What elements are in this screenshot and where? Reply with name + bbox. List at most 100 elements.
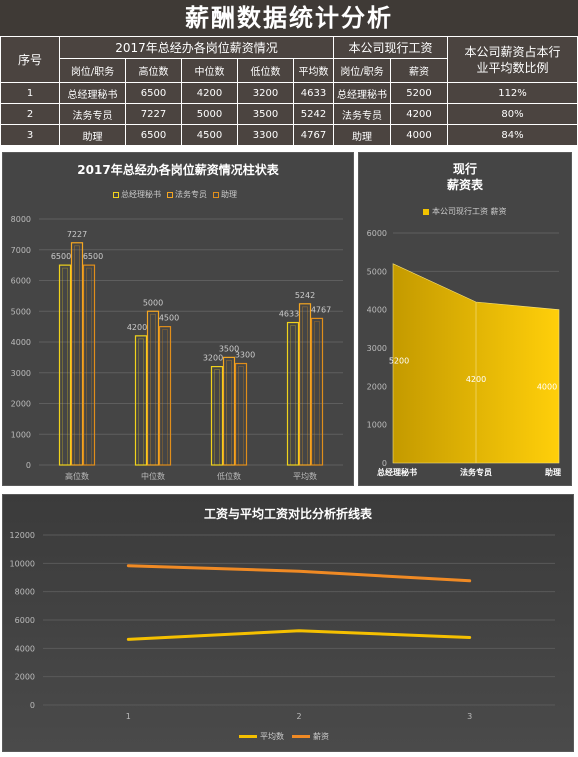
table-row: 2 法务专员 7227 5000 3500 5242 法务专员 4200 80%: [0, 103, 578, 125]
cell[interactable]: 3500: [237, 103, 294, 125]
cell[interactable]: 法务专员: [59, 103, 126, 125]
area-title-line: 薪资表: [446, 178, 483, 192]
cell[interactable]: 3200: [237, 82, 294, 104]
y-tick-label: 2000: [367, 382, 387, 391]
cell[interactable]: 6500: [125, 82, 182, 104]
cell[interactable]: 4200: [181, 82, 238, 104]
data-label: 5200: [389, 357, 409, 366]
col-header[interactable]: 薪资: [390, 58, 448, 83]
cell[interactable]: 总经理秘书: [59, 82, 126, 104]
bar-inner: [74, 245, 80, 466]
bar: [58, 264, 72, 466]
cell[interactable]: 5000: [181, 103, 238, 125]
line-chart-title: 工资与平均工资对比分析折线表: [203, 507, 372, 521]
cell[interactable]: 80%: [447, 103, 578, 125]
y-tick-label: 4000: [367, 306, 387, 315]
group2-header[interactable]: 本公司现行工资: [333, 36, 448, 59]
bar: [82, 264, 96, 466]
cell[interactable]: 84%: [447, 124, 578, 146]
col-header[interactable]: 低位数: [237, 58, 294, 83]
col-header[interactable]: 平均数: [293, 58, 334, 83]
cell[interactable]: 3: [0, 124, 60, 146]
bar-inner: [86, 267, 92, 466]
line-chart-panel[interactable]: 工资与平均工资对比分析折线表 平均数 薪资 0 2000 4000 6000 8000 10…: [2, 494, 574, 752]
y-tick-label: 1000: [367, 421, 387, 430]
y-tick-label: 0: [30, 701, 35, 710]
legend-label: 助理: [221, 190, 237, 199]
col-header[interactable]: 高位数: [125, 58, 182, 83]
cell[interactable]: 法务专员: [333, 103, 391, 125]
bar-chart-panel[interactable]: 2017年总经办各岗位薪资情况柱状表 总经理秘书 法务专员 助理 0 1000 2000…: [2, 152, 354, 486]
y-tick-label: 2000: [11, 400, 31, 409]
bar-inner: [214, 369, 220, 466]
ratio-header[interactable]: 本公司薪资占本行业平均数比例: [447, 36, 578, 83]
bar: [310, 317, 324, 466]
x-tick-label: 助理: [545, 467, 561, 477]
x-tick-label: 高位数: [65, 471, 89, 481]
legend-swatch: [239, 735, 257, 738]
data-label: 4200: [466, 375, 486, 384]
col-header[interactable]: 岗位/职务: [333, 58, 391, 83]
legend-label: 总经理秘书: [121, 190, 161, 199]
legend-label: 薪资: [313, 732, 329, 741]
area-title-line: 现行: [452, 162, 477, 176]
data-label: 4633: [279, 310, 299, 319]
seq-header[interactable]: 序号: [0, 36, 60, 83]
y-tick-label: 6000: [367, 229, 387, 238]
legend-label: 平均数: [260, 732, 284, 741]
cell[interactable]: 6500: [125, 124, 182, 146]
data-label: 3300: [235, 351, 255, 360]
y-tick-label: 5000: [367, 267, 387, 276]
bar-inner: [150, 313, 156, 466]
cell[interactable]: 4633: [293, 82, 334, 104]
group1-header[interactable]: 2017年总经办各岗位薪资情况: [59, 36, 334, 59]
bar-inner: [290, 325, 296, 466]
cell[interactable]: 2: [0, 103, 60, 125]
y-tick-label: 0: [382, 459, 387, 468]
data-label: 6500: [51, 252, 71, 261]
y-tick-label: 5000: [11, 307, 31, 316]
y-tick-label: 6000: [11, 277, 31, 286]
legend-label: 法务专员: [175, 190, 207, 199]
cell[interactable]: 5200: [390, 82, 448, 104]
page-title: 薪酬数据统计分析: [0, 0, 578, 36]
cell[interactable]: 4000: [390, 124, 448, 146]
data-label: 4200: [127, 323, 147, 332]
x-tick-label: 总经理秘书: [377, 467, 417, 477]
table-row: 1 总经理秘书 6500 4200 3200 4633 总经理秘书 5200 1…: [0, 82, 578, 104]
cell[interactable]: 助理: [59, 124, 126, 146]
bar: [234, 362, 248, 466]
legend-swatch: [167, 191, 173, 198]
y-tick-label: 4000: [11, 338, 31, 347]
cell[interactable]: 4500: [181, 124, 238, 146]
x-tick-label: 1: [126, 712, 131, 721]
cell[interactable]: 5242: [293, 103, 334, 125]
legend-swatch: [213, 191, 219, 198]
cell[interactable]: 1: [0, 82, 60, 104]
bar: [210, 366, 224, 466]
cell[interactable]: 7227: [125, 103, 182, 125]
x-tick-label: 法务专员: [460, 467, 492, 477]
cell[interactable]: 4200: [390, 103, 448, 125]
bar: [222, 356, 236, 466]
cell[interactable]: 3300: [237, 124, 294, 146]
bar-inner: [62, 267, 68, 466]
col-header[interactable]: 中位数: [181, 58, 238, 83]
bar-chart: 0 1000 2000 3000 4000 5000 6000 7000 8000 高位数 6500…: [11, 215, 343, 481]
y-tick-label: 3000: [367, 344, 387, 353]
cell[interactable]: 4767: [293, 124, 334, 146]
cell[interactable]: 助理: [333, 124, 391, 146]
cell[interactable]: 112%: [447, 82, 578, 104]
cell[interactable]: 总经理秘书: [333, 82, 391, 104]
legend-label: 本公司现行工资 薪资: [432, 207, 507, 216]
data-label: 4767: [311, 305, 331, 314]
y-tick-label: 2000: [15, 673, 35, 682]
y-tick-label: 3000: [11, 369, 31, 378]
data-label: 4500: [159, 314, 179, 323]
bar-inner: [162, 329, 168, 466]
line-chart: 0 2000 4000 6000 8000 10000 12000 1 2 3: [10, 531, 555, 721]
bar-inner: [314, 321, 320, 466]
area-chart-panel[interactable]: 现行 薪资表 本公司现行工资 薪资 0 1000 2000 3000 4000 5000 6…: [358, 152, 572, 486]
bar: [70, 242, 84, 466]
col-header[interactable]: 岗位/职务: [59, 58, 126, 83]
